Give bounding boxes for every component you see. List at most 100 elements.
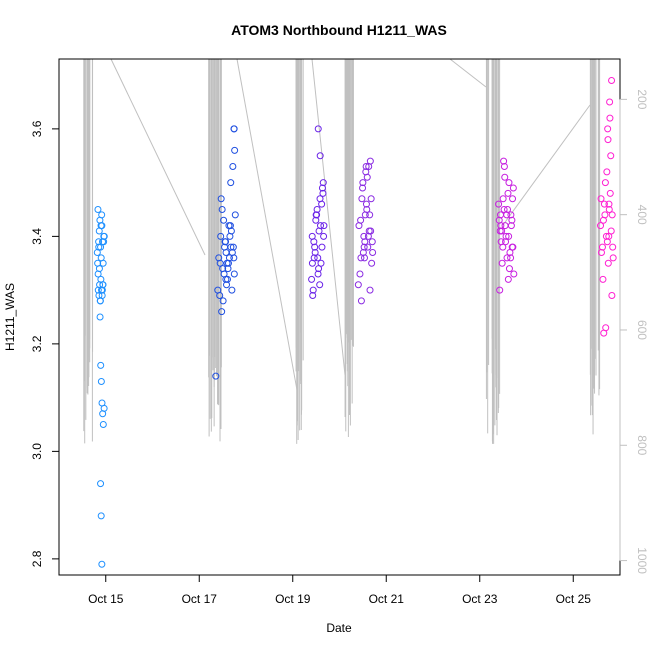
data-point xyxy=(601,211,609,219)
data-point xyxy=(227,179,235,187)
data-point xyxy=(312,216,320,224)
x-axis: Oct 15 Oct 17 Oct 19 Oct 21 Oct 23 Oct 25 xyxy=(88,574,591,606)
data-point xyxy=(501,173,509,181)
right-tick-label: 1000 xyxy=(635,547,649,574)
chart-title: ATOM3 Northbound H1211_WAS xyxy=(231,22,447,38)
pressure-trace-link xyxy=(110,58,206,256)
data-point xyxy=(504,189,512,197)
data-point xyxy=(360,232,368,240)
data-point xyxy=(318,243,326,251)
data-point xyxy=(230,270,238,278)
data-point xyxy=(98,560,106,568)
right-tick-label: 800 xyxy=(635,435,649,455)
data-point xyxy=(95,243,103,251)
data-point xyxy=(503,254,511,262)
data-point xyxy=(308,259,316,267)
data-point xyxy=(367,195,375,203)
data-point xyxy=(606,114,614,122)
data-point xyxy=(97,480,105,488)
data-point xyxy=(600,329,608,337)
data-point xyxy=(599,275,607,283)
data-point xyxy=(317,222,325,230)
data-point xyxy=(96,313,104,321)
data-point xyxy=(313,211,321,219)
data-point xyxy=(320,232,328,240)
data-point xyxy=(320,222,328,230)
data-point xyxy=(212,372,220,380)
data-point xyxy=(314,254,322,262)
data-point xyxy=(505,265,513,273)
data-point xyxy=(500,157,508,165)
plot-frame xyxy=(58,58,621,576)
data-point xyxy=(361,211,369,219)
data-point xyxy=(360,243,368,251)
data-point xyxy=(510,270,518,278)
data-point xyxy=(602,232,610,240)
data-point xyxy=(230,254,238,262)
data-point xyxy=(359,249,367,256)
data-point xyxy=(316,281,324,289)
data-point xyxy=(366,157,374,165)
pressure-trace-link xyxy=(449,58,487,88)
data-point xyxy=(97,361,105,369)
data-point xyxy=(222,275,230,283)
data-point xyxy=(225,222,233,230)
data-point xyxy=(507,222,515,230)
data-point xyxy=(218,206,226,213)
data-point xyxy=(597,249,605,256)
data-point xyxy=(497,222,505,230)
data-point xyxy=(368,238,376,246)
data-point xyxy=(231,211,239,219)
data-point xyxy=(100,238,108,246)
data-point xyxy=(505,179,513,187)
y-tick-label: 3.0 xyxy=(30,443,44,460)
data-point xyxy=(313,206,321,213)
data-point xyxy=(500,163,508,170)
data-point xyxy=(222,249,230,256)
data-point xyxy=(229,163,237,170)
data-point xyxy=(99,421,107,428)
data-point xyxy=(597,195,605,203)
data-point xyxy=(99,281,107,289)
data-point xyxy=(231,146,239,154)
data-point xyxy=(223,281,231,289)
data-point xyxy=(604,136,612,144)
y-tick-label: 3.6 xyxy=(30,120,44,137)
data-point xyxy=(608,292,616,299)
data-point xyxy=(319,189,327,197)
data-point xyxy=(98,286,106,294)
data-point xyxy=(604,259,612,267)
pressure-trace-link xyxy=(236,58,298,391)
data-point xyxy=(499,195,507,203)
x-tick-label: Oct 15 xyxy=(88,592,124,606)
data-point xyxy=(318,200,326,208)
data-point xyxy=(359,179,367,187)
data-point xyxy=(357,216,365,224)
data-point xyxy=(368,259,376,267)
data-point xyxy=(606,189,614,197)
y-axis-right: 200 400 600 800 1000 xyxy=(619,89,649,574)
data-point xyxy=(504,275,512,283)
data-point xyxy=(229,243,237,251)
data-point xyxy=(358,195,366,203)
data-point xyxy=(597,222,605,230)
data-point xyxy=(364,232,372,240)
data-point xyxy=(366,211,374,219)
data-point xyxy=(94,206,102,213)
data-point xyxy=(608,77,616,84)
data-point xyxy=(600,200,608,208)
data-points xyxy=(93,77,617,568)
data-point xyxy=(220,216,228,224)
data-point xyxy=(359,184,367,192)
data-point xyxy=(309,292,317,299)
data-point xyxy=(605,232,613,240)
data-point xyxy=(217,195,225,203)
data-point xyxy=(497,211,505,219)
y-tick-label: 2.8 xyxy=(30,550,44,567)
data-point xyxy=(356,270,364,278)
data-point xyxy=(219,297,227,305)
data-point xyxy=(508,216,516,224)
data-point xyxy=(608,211,616,219)
right-tick-label: 600 xyxy=(635,320,649,340)
data-point xyxy=(311,249,319,256)
